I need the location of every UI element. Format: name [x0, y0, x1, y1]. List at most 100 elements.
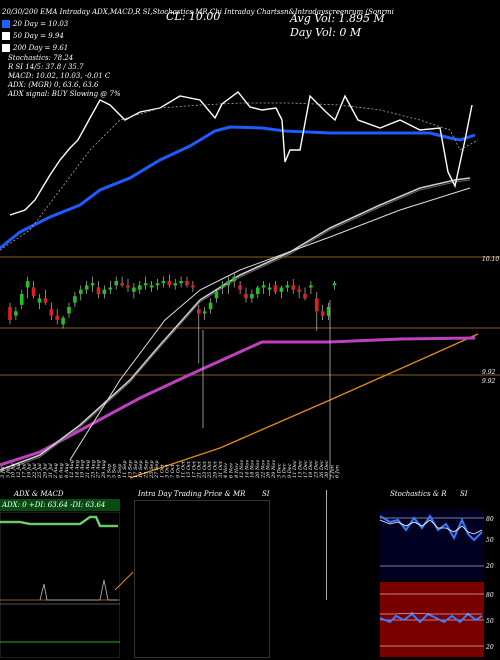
price-label-low: 9.92	[482, 378, 496, 385]
date-tick-label: 5 Sep	[112, 463, 118, 478]
date-tick-label: 5 Jul	[5, 466, 11, 478]
rsi-signal-line	[380, 612, 482, 615]
candle-body	[185, 281, 189, 286]
date-tick-label: 23 Oct	[202, 460, 208, 479]
candle-body	[67, 307, 71, 314]
candle-body	[256, 287, 260, 294]
adx-readout-text: ADX: 0 +DI: 63.64 -DI: 63.64	[2, 501, 106, 509]
adx-macd-panel: ADX & MACD ADX: 0 +DI: 63.64 -DI: 63.64	[0, 490, 134, 660]
candle-body	[149, 285, 154, 288]
date-tick-label: 3 Oct	[165, 463, 171, 478]
date-tick-label: 7 Oct	[170, 463, 176, 478]
date-tick-label: 21 Oct	[197, 460, 203, 479]
stat-adx: ADX: (MGR) 0, 63.6, 63.6	[8, 81, 99, 89]
candle-body	[273, 285, 278, 292]
adx-orange-stub	[115, 571, 134, 591]
candle-body	[197, 309, 201, 314]
candle-body	[84, 285, 89, 290]
date-tick-label: 11 Dec	[292, 460, 298, 478]
stoch-d-line	[379, 519, 483, 535]
macd-line	[39, 579, 118, 601]
price-label-mid: 9.92	[482, 369, 496, 376]
date-tick-label: 25 Oct	[207, 460, 213, 479]
orange-trendline	[129, 333, 479, 479]
mr-wick	[326, 490, 327, 600]
date-tick-label: 11 Sep	[122, 460, 128, 478]
date-tick-label: 25 Sep	[149, 460, 155, 479]
stoch-tick-50: 50	[486, 537, 494, 544]
candle-body	[320, 311, 325, 316]
candle-body	[267, 287, 272, 290]
legend-swatch	[2, 32, 10, 40]
date-tick-label: 20 Nov	[255, 460, 261, 479]
ema-50-line	[9, 91, 473, 216]
rsi-tick-80: 80	[486, 592, 494, 599]
candle-body	[261, 285, 266, 288]
candle-body	[102, 289, 107, 294]
candle-body	[14, 311, 18, 316]
candle-body	[61, 317, 65, 325]
date-tick-label: 26 Dec	[319, 460, 325, 479]
stat-stochastics: Stochastics: 78.24	[8, 54, 74, 62]
date-tick-label: 23 Dec	[313, 460, 319, 479]
candle-body	[167, 281, 172, 286]
main-price-chart: 10.10 9.92 9.92 3 Jul 5 Jul 10 Jul 12 Jul 17…	[0, 91, 500, 480]
date-tick-label: 9 Oct	[175, 463, 181, 478]
candle-body	[232, 276, 236, 281]
date-tick-label: 6 Aug	[58, 463, 64, 478]
legend-label: 200 Day = 9.61	[13, 44, 69, 52]
stoch-panel-si: SI	[460, 490, 468, 498]
symbol-line: 20/30/200 EMA Intraday ADX,MACD,R SI,Sto…	[2, 8, 394, 16]
date-tick-label: 31 Jul	[48, 463, 54, 478]
avg-volume: Avg Vol: 1.895 M	[290, 12, 385, 25]
candle-body	[179, 281, 183, 284]
candle-body	[291, 285, 295, 290]
date-tick-label: 6 Nov	[228, 463, 234, 478]
legend-item-20day: 20 Day = 10.03	[2, 18, 68, 30]
candlestick-series	[8, 272, 337, 480]
date-tick-label: 21 Aug	[85, 460, 91, 479]
candle-body	[309, 285, 313, 288]
date-tick-label: 27 Aug	[96, 460, 102, 479]
ema-200-line	[0, 177, 471, 471]
date-tick-label: 26 Nov	[266, 460, 272, 479]
stoch-panel-title: Stochastics & R	[390, 490, 447, 498]
date-tick-label: 29 Jul	[43, 463, 49, 479]
legend-item-50day: 50 Day = 9.94	[2, 30, 68, 42]
candle-body	[161, 281, 166, 284]
date-tick-label: 22 Nov	[260, 460, 266, 479]
diagonal-trend-white	[69, 187, 471, 461]
candle-body	[96, 287, 101, 294]
date-tick-label: 17 Oct	[191, 460, 197, 478]
stochastics-rsi-panel: Stochastics & R SI 80 50 20 80 50 20	[376, 490, 500, 660]
close-price: CL: 10.00	[166, 10, 221, 23]
rsi-bg	[380, 582, 484, 657]
date-tick-label: 23 Sep	[143, 460, 149, 479]
mr-panel-title: Intra Day Trading Price & MR	[138, 490, 246, 498]
date-tick-label: 9 Sep	[117, 463, 123, 478]
date-tick-label: 10 Jul	[11, 463, 17, 478]
date-tick-label: 25 Jul	[37, 463, 43, 479]
candle-body	[20, 294, 24, 305]
date-tick-label: 27 Sep	[154, 460, 160, 479]
date-tick-label: 3 Jul	[0, 466, 6, 478]
candle-body	[155, 283, 160, 286]
date-tick-label: 14 Aug	[74, 460, 80, 478]
legend-label: 20 Day = 10.03	[13, 20, 69, 28]
date-tick-label: 30 Dec	[324, 460, 330, 478]
date-tick-label: 29 Aug	[101, 460, 107, 479]
mr-graph	[134, 500, 270, 658]
date-tick-label: 12 Aug	[69, 460, 75, 478]
date-tick-label: 2 Jan	[329, 465, 335, 479]
candle-body	[73, 296, 77, 303]
candle-body	[31, 287, 36, 297]
adx-minus-di-line	[0, 516, 118, 527]
stat-adx-signal: ADX signal: BUY Slowing @ 7%	[8, 90, 121, 98]
date-tick-label: 13 Dec	[298, 460, 304, 478]
date-tick-label: 29 Nov	[271, 460, 277, 479]
day-volume: Day Vol: 0 M	[290, 26, 362, 39]
date-tick-label: 3 Dec	[276, 463, 282, 478]
candle-body	[79, 289, 83, 294]
candle-body	[297, 289, 301, 292]
candle-body	[202, 311, 207, 314]
